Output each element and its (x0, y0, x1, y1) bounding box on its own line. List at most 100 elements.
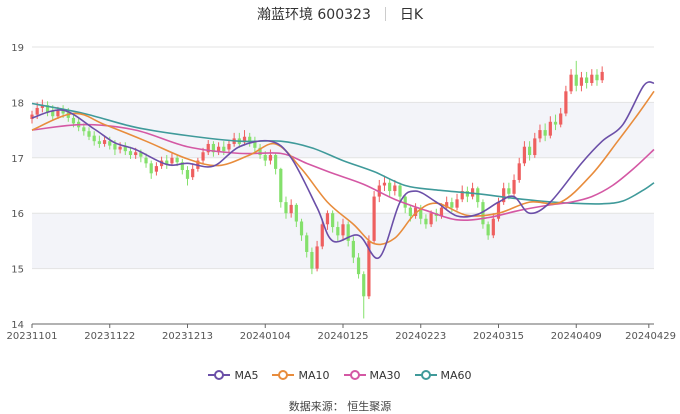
legend-item-ma30[interactable]: MA30 (343, 368, 401, 382)
x-tick-label: 20240429 (625, 331, 676, 342)
stock-title: 瀚蓝环境 600323 (256, 7, 371, 23)
candle-body (242, 136, 247, 143)
candle-body (279, 168, 283, 203)
candle-body (398, 185, 402, 197)
x-tick-label: 20231101 (7, 331, 58, 342)
candle-body (476, 188, 480, 203)
candle-body (559, 113, 563, 125)
candle-body (315, 246, 319, 269)
candle-body (289, 204, 293, 214)
candle-body (211, 143, 216, 153)
ma5-line (31, 81, 655, 260)
candle-body (595, 74, 599, 81)
candle-body (61, 109, 65, 114)
candle-body (268, 155, 273, 161)
legend-label-ma60: MA60 (440, 368, 472, 382)
candle-body (590, 74, 594, 84)
legend-label-ma30: MA30 (369, 368, 401, 382)
candle-body (600, 71, 604, 81)
legend-item-ma10[interactable]: MA10 (272, 368, 330, 382)
candle-body (263, 155, 267, 161)
candle-body (144, 157, 148, 164)
legend: MA5 MA10 MA30 MA60 (0, 366, 680, 384)
legend-swatch-ma5-icon (208, 369, 231, 381)
candle-body (486, 224, 490, 236)
y-tick-label: 19 (11, 43, 24, 54)
candle-body (310, 251, 314, 269)
ma30-line (31, 123, 655, 222)
candle-body (356, 257, 361, 275)
candle-body (320, 224, 324, 247)
candle-body (564, 91, 568, 114)
candle-body (92, 135, 96, 142)
legend-label-ma5: MA5 (234, 368, 259, 382)
candle-body (134, 152, 138, 156)
candle-body (45, 105, 50, 113)
y-tick-label: 18 (11, 98, 24, 109)
candle-body (258, 147, 262, 156)
ma60-line (31, 102, 655, 205)
legend-item-ma5[interactable]: MA5 (208, 369, 258, 382)
candle-body (128, 151, 133, 156)
chart-title: 瀚蓝环境 600323 日K (0, 4, 680, 24)
x-tick-label: 20240409 (551, 331, 602, 342)
candle-body (408, 207, 412, 216)
candle-body (403, 196, 407, 208)
candle-body (517, 163, 521, 180)
candle-body (455, 199, 459, 208)
candle-body (465, 191, 469, 197)
candle-body (170, 157, 174, 164)
candle-body (579, 77, 584, 86)
candle-body (222, 146, 226, 152)
candle-body (522, 146, 527, 164)
x-tick-label: 20231122 (84, 331, 135, 342)
candle-body (439, 207, 444, 216)
x-tick-label: 20240104 (240, 331, 291, 342)
candle-body (445, 202, 449, 208)
candle-body (299, 221, 304, 236)
period-label: 日K (399, 7, 424, 23)
candle-body (206, 143, 210, 153)
candle-body (543, 130, 547, 136)
candle-body (97, 141, 101, 144)
x-tick-label: 20240223 (395, 331, 446, 342)
legend-label-ma10: MA10 (298, 368, 330, 382)
candle-body (71, 117, 76, 124)
candle-body (123, 146, 127, 152)
candle-body (56, 110, 60, 117)
candle-body (102, 140, 107, 144)
data-source: 数据来源： 恒生聚源 (288, 400, 392, 413)
candle-body (548, 121, 552, 136)
x-tick-label: 20240125 (318, 331, 369, 342)
candle-body (113, 143, 117, 150)
candle-body (325, 213, 330, 225)
candle-body (118, 146, 122, 150)
candle-body (40, 105, 44, 108)
legend-item-ma60[interactable]: MA60 (414, 368, 472, 382)
candle-body (528, 146, 532, 156)
candle-body (108, 141, 112, 146)
candle-body (424, 218, 428, 225)
candle-body (413, 207, 418, 216)
candle-body (305, 235, 309, 252)
legend-swatch-ma10-icon (272, 369, 295, 381)
candle-body (496, 202, 501, 219)
candle-body (533, 138, 537, 156)
candle-body (165, 160, 169, 165)
candle-body (491, 218, 495, 236)
candle-body (419, 207, 423, 219)
candle-body (87, 131, 91, 137)
candle-body (253, 141, 257, 148)
candle-body (217, 146, 221, 153)
y-tick-label: 15 (11, 265, 24, 276)
candle-body (274, 155, 278, 169)
candle-body (185, 169, 190, 179)
legend-swatch-ma60-icon (414, 369, 437, 381)
candle-body (331, 213, 335, 228)
candle-body (388, 182, 392, 192)
candle-body (507, 188, 511, 194)
candle-body (574, 74, 578, 86)
candle-body (367, 240, 371, 297)
candle-body (429, 213, 433, 225)
